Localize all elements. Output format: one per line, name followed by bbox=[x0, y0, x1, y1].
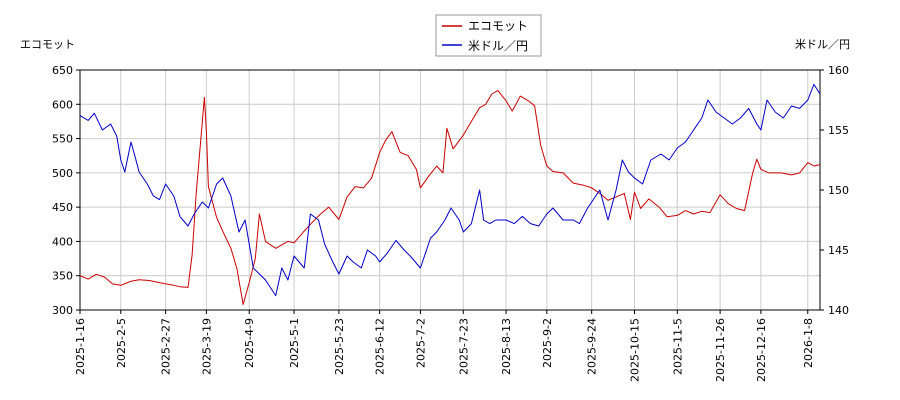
left-tick-label: 500 bbox=[52, 167, 73, 180]
x-tick-label: 2025-7-23 bbox=[457, 318, 470, 375]
x-tick-label: 2025-9-2 bbox=[541, 318, 554, 368]
x-tick-label: 2025-11-26 bbox=[714, 318, 727, 382]
series-lines bbox=[79, 83, 821, 305]
x-tick-label: 2025-2-27 bbox=[160, 318, 173, 375]
legend-box bbox=[435, 14, 542, 57]
x-tick-label: 2025-1-16 bbox=[74, 318, 87, 375]
left-tick-label: 550 bbox=[52, 133, 73, 146]
left-tick-label: 600 bbox=[52, 98, 73, 111]
right-tick-label: 160 bbox=[828, 64, 849, 77]
x-tick-label: 2025-12-16 bbox=[755, 318, 768, 382]
left-tick-label: 300 bbox=[52, 304, 73, 317]
left-axis-title: エコモット bbox=[20, 38, 75, 51]
right-tick-label: 155 bbox=[828, 124, 849, 137]
x-tick-label: 2025-5-1 bbox=[288, 318, 301, 368]
x-tick-label: 2025-8-13 bbox=[500, 318, 513, 375]
plot-area bbox=[79, 69, 821, 311]
x-axis: 2025-1-16 2025-2-5 2025-2-27 2025-3-19 2025-… bbox=[74, 310, 815, 382]
x-tick-label: 2025-11-5 bbox=[671, 318, 684, 375]
left-tick-label: 650 bbox=[52, 64, 73, 77]
x-tick-label: 2025-6-12 bbox=[374, 318, 387, 375]
x-tick-label: 2025-10-15 bbox=[628, 318, 641, 382]
right-tick-label: 145 bbox=[828, 244, 849, 257]
x-tick-label: 2026-1-8 bbox=[802, 318, 815, 368]
legend-label-usdjpy: 米ドル／円 bbox=[468, 39, 528, 53]
x-tick-label: 2025-2-5 bbox=[115, 318, 128, 368]
left-tick-label: 400 bbox=[52, 235, 73, 248]
legend: エコモット 米ドル／円 bbox=[435, 14, 542, 57]
x-tick-label: 2025-5-23 bbox=[333, 318, 346, 375]
left-tick-label: 450 bbox=[52, 201, 73, 214]
x-tick-label: 2025-3-19 bbox=[200, 318, 213, 375]
right-tick-label: 150 bbox=[828, 184, 849, 197]
right-tick-label: 140 bbox=[828, 304, 849, 317]
legend-label-ecomott: エコモット bbox=[468, 19, 528, 33]
right-axis-title: 米ドル／円 bbox=[795, 38, 850, 51]
series-line-ecomott bbox=[79, 90, 821, 305]
x-tick-label: 2025-4-9 bbox=[243, 318, 256, 368]
left-y-axis: 300 350 400 450 500 550 600 650 bbox=[52, 64, 80, 317]
left-tick-label: 350 bbox=[52, 270, 73, 283]
series-line-usdjpy bbox=[79, 83, 821, 297]
x-tick-label: 2025-7-2 bbox=[414, 318, 427, 368]
x-tick-label: 2025-9-24 bbox=[586, 318, 599, 375]
right-y-axis: 140 145 150 155 160 bbox=[820, 64, 849, 317]
